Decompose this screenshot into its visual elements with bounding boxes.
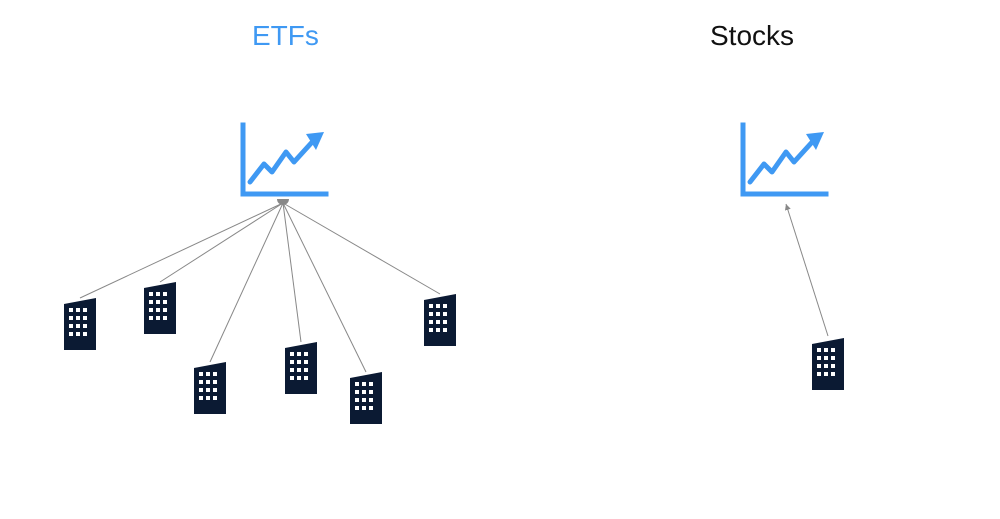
etf-building-4	[281, 340, 321, 394]
etfs-chart-icon	[240, 122, 330, 200]
etfs-title: ETFs	[252, 20, 319, 52]
stocks-chart-icon	[740, 122, 830, 200]
etf-building-5	[346, 370, 386, 424]
stocks-building	[808, 336, 848, 390]
connectors-layer	[0, 0, 1000, 519]
stocks-title: Stocks	[710, 20, 794, 52]
etf-building-3	[190, 360, 230, 414]
etf-building-1	[60, 296, 100, 350]
etfs-hub-dot	[277, 199, 289, 205]
etf-building-6	[420, 292, 460, 346]
etf-building-2	[140, 280, 180, 334]
